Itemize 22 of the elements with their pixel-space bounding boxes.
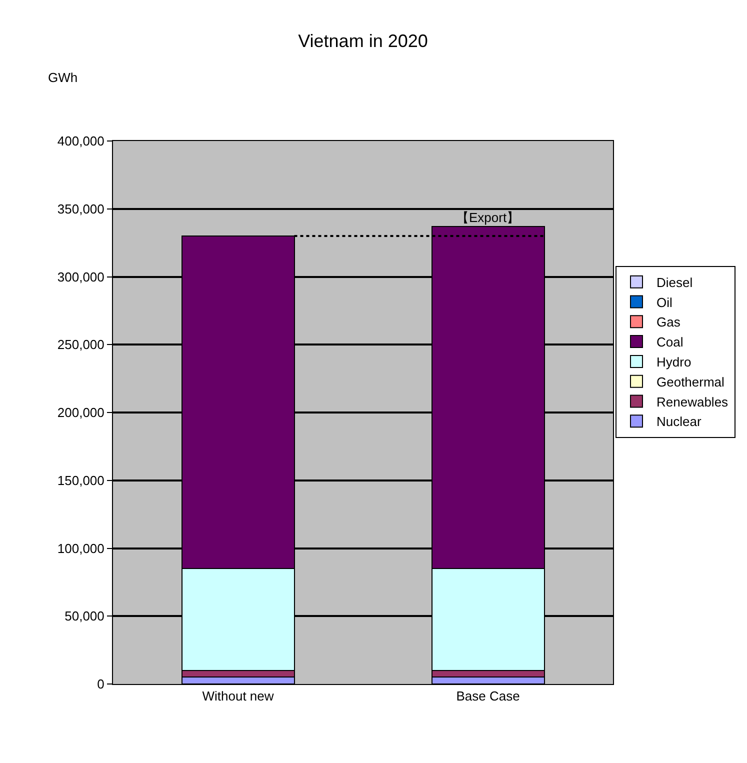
legend-label: Nuclear	[656, 414, 702, 430]
y-tick-label: 200,000	[57, 405, 104, 420]
legend-label: Renewables	[656, 394, 729, 410]
y-tick-label: 300,000	[57, 269, 104, 284]
y-tick-label: 150,000	[57, 472, 104, 488]
legend-label: Gas	[656, 314, 681, 330]
legend-label: Geothermal	[656, 374, 725, 390]
chart-title: Vietnam in 2020	[298, 30, 428, 51]
legend-label: Diesel	[656, 274, 693, 290]
x-tick-label: Without new	[202, 688, 274, 704]
legend-label: Coal	[656, 334, 684, 350]
annotation: 【Export】	[456, 210, 520, 225]
y-tick-label: 400,000	[57, 134, 104, 149]
y-tick-label: 100,000	[57, 540, 104, 556]
y-tick-label: 350,000	[57, 201, 104, 216]
y-tick-label: 0	[97, 676, 104, 692]
y-tick-label: 250,000	[57, 337, 104, 352]
y-tick-label: 50,000	[64, 608, 104, 624]
y-axis-title: GWh	[48, 70, 78, 85]
legend-label: Oil	[656, 294, 672, 310]
x-tick-label: Base Case	[456, 688, 520, 704]
legend-label: Hydro	[656, 354, 692, 370]
